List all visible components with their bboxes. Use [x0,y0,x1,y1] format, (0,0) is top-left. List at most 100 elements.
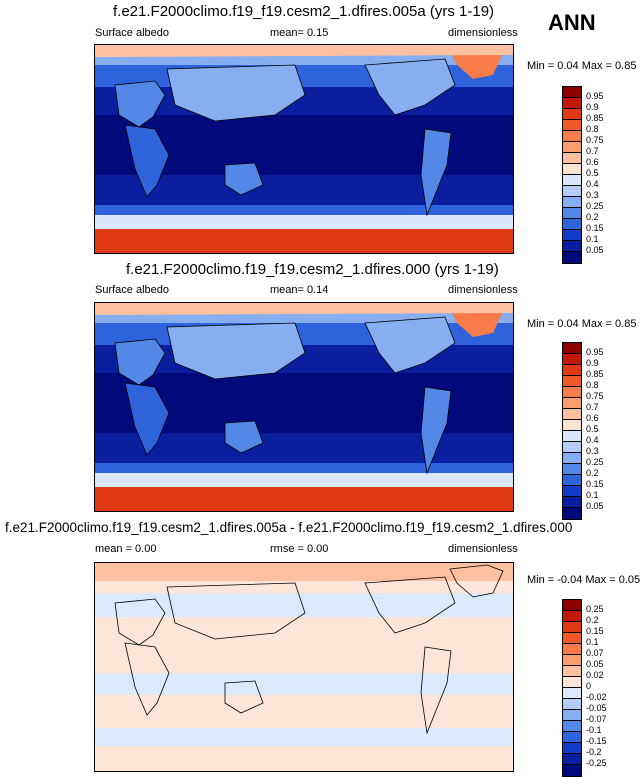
panel3-colorbar-swatch [563,666,581,677]
panel3-units-label: dimensionless [448,543,518,555]
panel2-colorbar-swatch [563,508,581,519]
panel1-colorbar-swatch [563,241,581,252]
panel1-minmax-label: Min = 0.04 Max = 0.85 [527,60,637,72]
panel2-colorbar-swatch [563,486,581,497]
panel1-colorbar-label: 0.95 [586,91,604,101]
panel1-title: f.e21.F2000climo.f19_f19.cesm2_1.dfires.… [113,3,495,20]
panel1-colorbar-swatch [563,186,581,197]
panel3-minmax-label: Min = -0.04 Max = 0.05 [527,574,641,586]
panel1-colorbar-label: 0.7 [586,146,599,156]
panel3-title: f.e21.F2000climo.f19_f19.cesm2_1.dfires.… [5,520,573,535]
panel3-colorbar-swatch [563,611,581,622]
panel2-colorbar-label: 0.25 [586,457,604,467]
panel1-albedo-map [94,44,514,254]
panel2-colorbar-swatch [563,409,581,420]
panel1-colorbar-swatch [563,109,581,120]
panel2-colorbar-label: 0.4 [586,435,599,445]
panel3-rmse-label: rmse = 0.00 [270,543,329,555]
panel2-colorbar-swatch [563,497,581,508]
panel3-colorbar-label: 0.05 [586,659,604,669]
panel3-colorbar-label: 0.25 [586,604,604,614]
panel3-colorbar-swatch [563,732,581,743]
panel1-colorbar-swatch [563,175,581,186]
panel2-colorbar-label: 0.75 [586,391,604,401]
panel3-colorbar-label: -0.15 [586,736,607,746]
panel1-mean-label: mean= 0.15 [270,27,329,39]
panel3-colorbar-swatch [563,633,581,644]
panel1-units-label: dimensionless [448,27,518,39]
panel2-mean-label: mean= 0.14 [270,284,329,296]
panel1-colorbar-swatch [563,98,581,109]
panel1-colorbar-label: 0.3 [586,190,599,200]
panel3-colorbar-label: -0.1 [586,725,602,735]
panel2-colorbar-label: 0.2 [586,468,599,478]
panel2-colorbar-label: 0.8 [586,380,599,390]
panel1-colorbar-label: 0.85 [586,113,604,123]
panel2-colorbar [562,342,582,520]
panel3-colorbar-label: 0.15 [586,626,604,636]
panel2-colorbar-swatch [563,343,581,354]
panel1-colorbar-swatch [563,120,581,131]
panel3-colorbar-swatch [563,710,581,721]
panel3-mean-label: mean = 0.00 [95,543,157,555]
panel1-colorbar-label: 0.75 [586,135,604,145]
panel3-colorbar-label: -0.02 [586,692,607,702]
panel3-colorbar-label: -0.07 [586,714,607,724]
panel2-colorbar-label: 0.3 [586,446,599,456]
panel1-colorbar-swatch [563,197,581,208]
panel3-colorbar-label: 0.2 [586,615,599,625]
panel2-units-label: dimensionless [448,284,518,296]
panel1-colorbar-label: 0.8 [586,124,599,134]
panel3-colorbar-swatch [563,765,581,776]
panel1-colorbar-swatch [563,252,581,263]
panel3-colorbar-swatch [563,655,581,666]
panel2-colorbar-label: 0.05 [586,501,604,511]
panel2-minmax-label: Min = 0.04 Max = 0.85 [527,318,637,330]
panel1-colorbar-swatch [563,208,581,219]
panel1-colorbar-swatch [563,142,581,153]
panel2-colorbar-swatch [563,431,581,442]
panel3-colorbar-label: -0.25 [586,758,607,768]
panel2-colorbar-swatch [563,376,581,387]
panel2-colorbar-swatch [563,387,581,398]
panel1-colorbar-label: 0.05 [586,245,604,255]
panel2-colorbar-label: 0.5 [586,424,599,434]
panel1-colorbar-label: 0.15 [586,223,604,233]
panel1-colorbar-swatch [563,131,581,142]
panel2-colorbar-swatch [563,354,581,365]
panel3-colorbar-swatch [563,688,581,699]
panel2-colorbar-swatch [563,365,581,376]
panel1-colorbar-swatch [563,230,581,241]
panel3-colorbar-swatch [563,699,581,710]
panel3-colorbar-label: 0 [586,681,592,691]
panel2-colorbar-label: 0.1 [586,490,599,500]
panel1-colorbar-label: 0.9 [586,102,599,112]
panel2-colorbar-label: 0.9 [586,358,599,368]
panel1-colorbar-label: 0.5 [586,168,599,178]
panel2-colorbar-label: 0.85 [586,369,604,379]
panel2-colorbar-label: 0.6 [586,413,599,423]
panel1-colorbar-label: 0.1 [586,234,599,244]
panel2-colorbar-label: 0.15 [586,479,604,489]
panel3-colorbar-swatch [563,743,581,754]
panel3-colorbar-swatch [563,677,581,688]
panel3-colorbar-label: -0.05 [586,703,607,713]
panel3-colorbar-swatch [563,754,581,765]
panel3-colorbar-label: 0.1 [586,637,599,647]
panel1-colorbar-swatch [563,164,581,175]
panel3-colorbar-swatch [563,622,581,633]
panel3-colorbar-swatch [563,721,581,732]
panel1-colorbar-label: 0.6 [586,157,599,167]
panel3-colorbar [562,599,582,777]
panel3-colorbar-swatch [563,644,581,655]
season-label: ANN [548,10,596,35]
panel3-colorbar-label: 0.07 [586,648,604,658]
panel2-colorbar-swatch [563,442,581,453]
panel2-colorbar-swatch [563,475,581,486]
panel3-colorbar-label: -0.2 [586,747,602,757]
panel2-colorbar-swatch [563,420,581,431]
panel2-colorbar-swatch [563,453,581,464]
panel1-colorbar [562,86,582,264]
panel2-variable-label: Surface albedo [95,284,169,296]
panel1-colorbar-label: 0.2 [586,212,599,222]
